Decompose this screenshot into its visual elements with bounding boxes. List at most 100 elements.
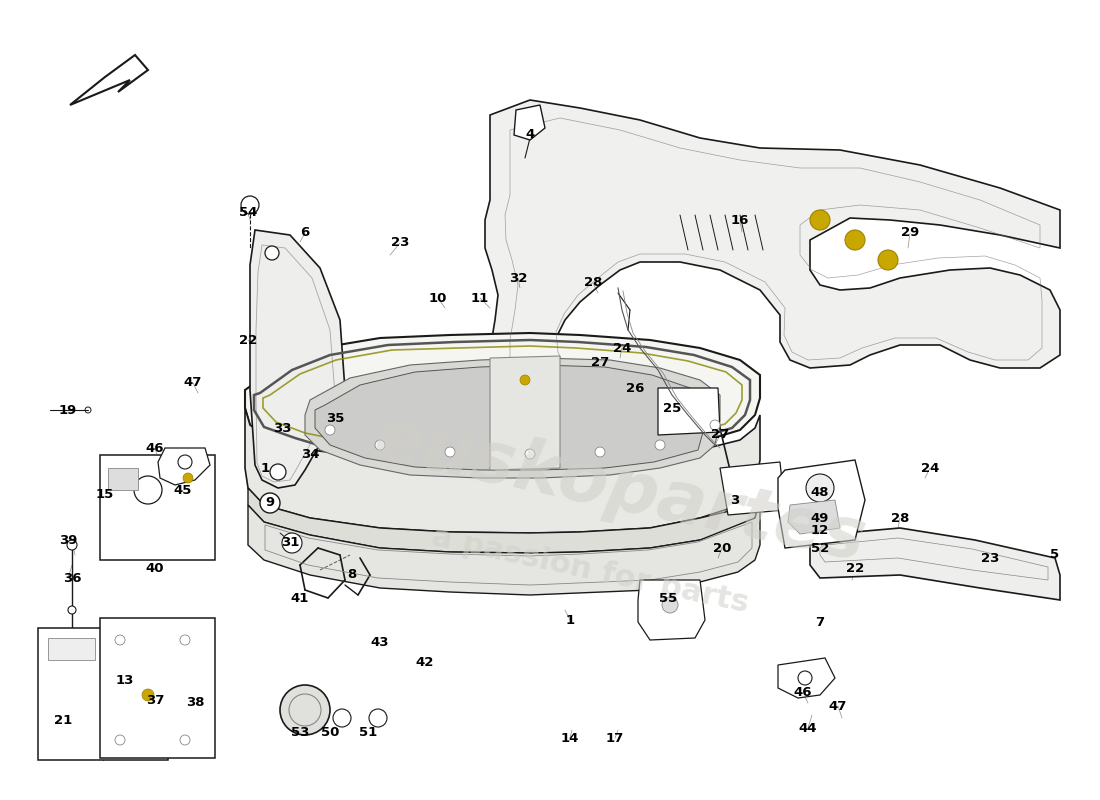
Text: 55: 55 xyxy=(659,591,678,605)
Polygon shape xyxy=(720,462,785,515)
Text: 49: 49 xyxy=(811,511,829,525)
Text: euskopartes: euskopartes xyxy=(367,404,872,576)
Polygon shape xyxy=(48,638,95,660)
Text: 47: 47 xyxy=(184,377,202,390)
Polygon shape xyxy=(778,460,865,548)
Polygon shape xyxy=(658,388,720,435)
Text: 22: 22 xyxy=(846,562,865,574)
Polygon shape xyxy=(638,580,705,640)
Text: 12: 12 xyxy=(811,523,829,537)
Text: 24: 24 xyxy=(921,462,939,474)
Polygon shape xyxy=(490,356,560,470)
Text: 46: 46 xyxy=(794,686,812,699)
Polygon shape xyxy=(778,658,835,698)
Text: 34: 34 xyxy=(300,449,319,462)
Circle shape xyxy=(710,420,720,430)
Circle shape xyxy=(595,447,605,457)
Text: 1: 1 xyxy=(565,614,574,626)
Text: 54: 54 xyxy=(239,206,257,219)
Text: 10: 10 xyxy=(429,291,448,305)
Text: 14: 14 xyxy=(561,731,580,745)
Circle shape xyxy=(67,540,77,550)
Polygon shape xyxy=(485,100,1060,380)
Circle shape xyxy=(265,246,279,260)
Text: 23: 23 xyxy=(390,237,409,250)
Text: 52: 52 xyxy=(811,542,829,554)
Text: 36: 36 xyxy=(63,571,81,585)
Text: 48: 48 xyxy=(811,486,829,499)
Polygon shape xyxy=(100,618,214,758)
Circle shape xyxy=(368,709,387,727)
Text: 7: 7 xyxy=(815,617,825,630)
Text: 28: 28 xyxy=(891,511,910,525)
Text: 17: 17 xyxy=(606,731,624,745)
Circle shape xyxy=(806,474,834,502)
Circle shape xyxy=(446,447,455,457)
Text: 51: 51 xyxy=(359,726,377,739)
Text: 47: 47 xyxy=(828,699,847,713)
Text: 45: 45 xyxy=(174,483,192,497)
Polygon shape xyxy=(315,365,706,470)
Circle shape xyxy=(375,440,385,450)
Text: 9: 9 xyxy=(265,497,275,510)
Circle shape xyxy=(333,709,351,727)
Circle shape xyxy=(183,473,192,483)
Text: 32: 32 xyxy=(509,271,527,285)
Polygon shape xyxy=(810,528,1060,600)
Circle shape xyxy=(260,493,280,513)
Polygon shape xyxy=(788,500,840,534)
Circle shape xyxy=(654,440,666,450)
Text: 46: 46 xyxy=(145,442,164,454)
Circle shape xyxy=(324,425,336,435)
Polygon shape xyxy=(39,628,168,760)
Text: 50: 50 xyxy=(321,726,339,739)
Text: 1: 1 xyxy=(261,462,270,474)
Text: 42: 42 xyxy=(416,657,434,670)
Text: 43: 43 xyxy=(371,637,389,650)
Text: 25: 25 xyxy=(663,402,681,414)
Circle shape xyxy=(241,196,258,214)
Text: 39: 39 xyxy=(58,534,77,546)
Circle shape xyxy=(270,464,286,480)
Polygon shape xyxy=(158,448,210,485)
Polygon shape xyxy=(305,358,720,478)
Text: 15: 15 xyxy=(96,489,114,502)
Polygon shape xyxy=(250,230,345,488)
Circle shape xyxy=(282,533,303,553)
Polygon shape xyxy=(245,408,760,533)
Polygon shape xyxy=(248,500,760,595)
Text: 21: 21 xyxy=(54,714,73,726)
Text: 35: 35 xyxy=(326,411,344,425)
Text: 53: 53 xyxy=(290,726,309,739)
Text: 20: 20 xyxy=(713,542,732,554)
Text: 24: 24 xyxy=(613,342,631,354)
Text: 4: 4 xyxy=(526,129,535,142)
Text: 3: 3 xyxy=(730,494,739,506)
Text: 6: 6 xyxy=(300,226,309,239)
Text: 27: 27 xyxy=(711,429,729,442)
Text: 40: 40 xyxy=(145,562,164,574)
Text: 22: 22 xyxy=(239,334,257,346)
Polygon shape xyxy=(245,333,760,460)
Polygon shape xyxy=(248,488,760,553)
Circle shape xyxy=(810,210,830,230)
Text: 33: 33 xyxy=(273,422,292,434)
Circle shape xyxy=(520,375,530,385)
Polygon shape xyxy=(514,105,544,140)
Circle shape xyxy=(142,689,154,701)
Text: 29: 29 xyxy=(901,226,920,239)
Circle shape xyxy=(68,606,76,614)
Circle shape xyxy=(878,250,898,270)
Text: 41: 41 xyxy=(290,591,309,605)
Text: 27: 27 xyxy=(591,357,609,370)
Text: 16: 16 xyxy=(730,214,749,226)
Text: 19: 19 xyxy=(59,403,77,417)
Text: 26: 26 xyxy=(626,382,645,394)
Text: 23: 23 xyxy=(981,551,999,565)
Circle shape xyxy=(280,685,330,735)
Circle shape xyxy=(662,597,678,613)
Circle shape xyxy=(525,449,535,459)
Text: 13: 13 xyxy=(116,674,134,686)
Text: 31: 31 xyxy=(280,537,299,550)
Text: 38: 38 xyxy=(186,697,205,710)
